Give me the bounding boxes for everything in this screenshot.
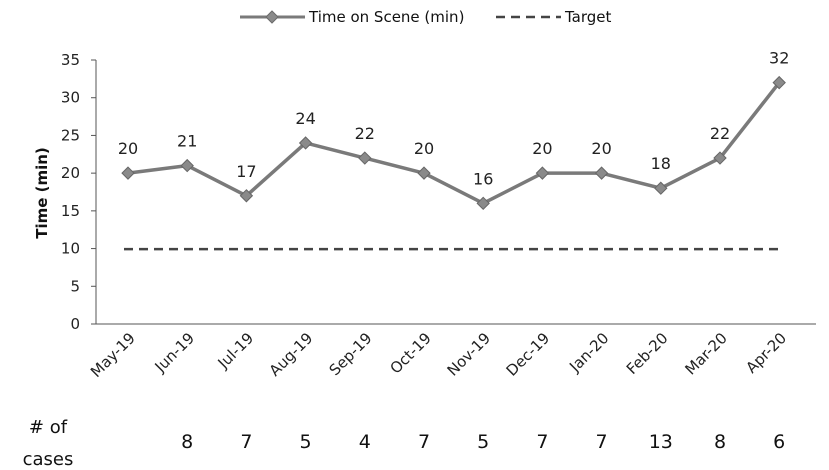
cases-value: 7 [596,431,608,453]
cases-value: 6 [773,431,785,453]
data-label: 22 [710,124,730,143]
y-ticks: 0 5 10 15 20 25 30 35 [61,51,96,333]
series-line-time-on-scene [127,81,781,206]
cases-header-line1: # of [29,417,68,438]
cases-value: 8 [181,431,193,453]
y-tick-label: 5 [70,277,80,295]
data-label: 22 [355,124,375,143]
x-tick-label: Apr-20 [742,329,790,377]
x-tick-label: Sep-19 [326,329,376,379]
x-tick-label: Jan-20 [565,329,612,376]
legend-label-target: Target [564,8,612,26]
data-point-marker [180,158,194,173]
y-tick-label: 20 [61,164,80,182]
data-label: 17 [236,162,256,181]
cases-value: 5 [300,431,312,453]
cases-value: 7 [240,431,252,453]
cases-value: 8 [714,431,726,453]
series-layer: 20 21 17 24 22 20 16 20 20 18 22 32 [118,49,789,251]
y-tick-label: 0 [70,315,80,333]
y-tick-label: 15 [61,202,80,220]
x-tick-label: Feb-20 [623,329,672,378]
data-point-marker [239,189,254,203]
data-point-marker [121,166,135,180]
data-point-marker [417,166,431,180]
data-label: 20 [118,139,138,158]
x-tick-label: Aug-19 [266,329,317,380]
x-tick-label: Oct-19 [386,329,434,377]
cases-value: 7 [536,431,548,453]
cases-value: 13 [649,431,673,453]
data-point-marker [713,151,727,165]
cases-header-line2: cases [23,449,74,470]
data-label: 24 [295,109,315,128]
legend-marker-time-on-scene [265,10,279,24]
data-label: 21 [177,132,197,151]
x-tick-label: Jul-19 [214,329,258,373]
data-point-marker [358,151,372,165]
x-tick-label: May-19 [87,329,139,381]
data-point-marker [535,166,550,180]
data-label: 20 [532,139,552,158]
data-point-marker [298,136,313,150]
data-point-marker [476,196,490,211]
x-tick-label: Nov-19 [444,329,494,379]
cases-value: 5 [477,431,489,453]
data-point-marker [772,75,786,90]
x-tick-label: Jun-19 [151,329,198,376]
data-label: 18 [651,154,671,173]
data-label: 32 [769,49,789,68]
x-ticks: May-19 Jun-19 Jul-19 Aug-19 Sep-19 Oct-19 Nov-… [87,329,790,381]
cases-row: # of cases 8 7 5 4 7 5 7 7 13 8 6 [23,417,786,470]
data-point-marker [654,181,668,195]
cases-value: 7 [418,431,430,453]
data-label: 20 [414,139,434,158]
data-point-marker [594,166,609,180]
y-tick-label: 35 [61,51,80,69]
legend: Time on Scene (min) Target [240,8,612,26]
y-tick-label: 30 [61,89,80,107]
cases-value: 4 [359,431,371,453]
y-tick-label: 25 [61,126,80,144]
data-label: 16 [473,169,493,188]
legend-label-time-on-scene: Time on Scene (min) [308,8,464,26]
y-axis-title: Time (min) [33,147,51,239]
x-tick-label: Dec-19 [503,329,554,380]
data-label: 20 [591,139,611,158]
y-tick-label: 10 [61,240,80,258]
x-tick-label: Mar-20 [681,329,730,378]
